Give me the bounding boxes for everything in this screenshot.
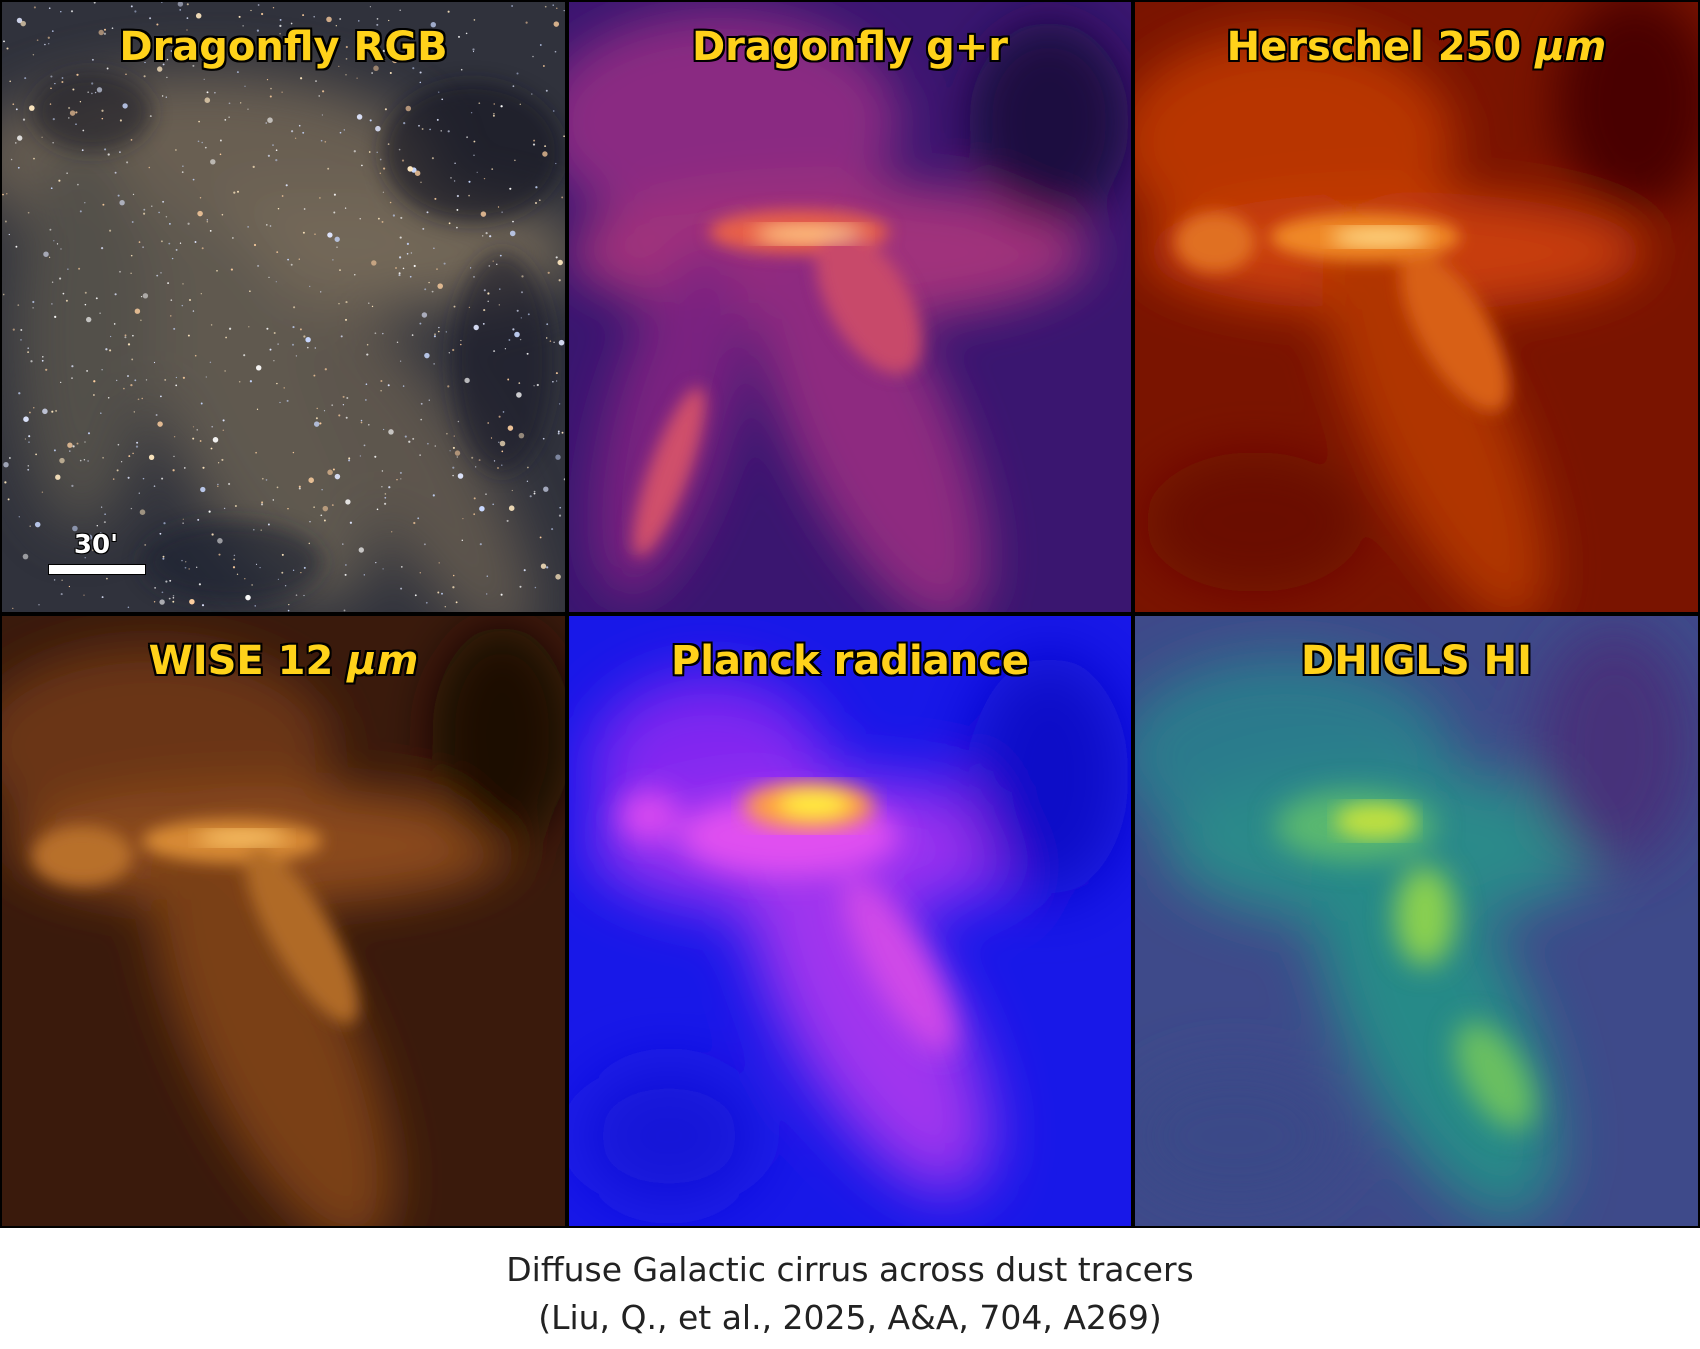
panel-dhigls: DHIGLS HI	[1135, 616, 1698, 1226]
caption-line-1: Diffuse Galactic cirrus across dust trac…	[506, 1250, 1194, 1289]
panel-title-dhigls: DHIGLS HI	[1301, 638, 1532, 684]
panel-title-wise: WISE 12 μm	[148, 638, 419, 684]
panel-herschel: Herschel 250 μm	[1135, 2, 1698, 612]
star-field	[2, 2, 565, 612]
panel-planck: Planck radiance	[569, 616, 1131, 1226]
dragonfly-rgb-image	[2, 2, 565, 612]
dragonfly-gr-image	[569, 2, 1131, 612]
image-grid: Dragonfly RGB 30'	[0, 0, 1700, 1228]
scale-bar-label: 30'	[73, 530, 119, 560]
herschel-image	[1135, 2, 1698, 612]
panel-title-planck: Planck radiance	[670, 638, 1030, 684]
panel-wise: WISE 12 μm	[2, 616, 565, 1226]
wise-image	[2, 616, 565, 1226]
planck-image	[569, 616, 1131, 1226]
panel-title-dragonfly-gr: Dragonfly g+r	[691, 24, 1009, 70]
dhigls-image	[1135, 616, 1698, 1226]
scale-bar: 30'	[48, 530, 146, 575]
panel-dragonfly-gr: Dragonfly g+r	[569, 2, 1131, 612]
caption-line-2: (Liu, Q., et al., 2025, A&A, 704, A269)	[538, 1298, 1162, 1337]
figure-caption: Diffuse Galactic cirrus across dust trac…	[0, 1246, 1700, 1342]
panel-dragonfly-rgb: Dragonfly RGB 30'	[2, 2, 565, 612]
panel-title-dragonfly-rgb: Dragonfly RGB	[119, 24, 448, 70]
panel-title-herschel: Herschel 250 μm	[1226, 24, 1607, 70]
scale-bar-line	[48, 564, 146, 575]
